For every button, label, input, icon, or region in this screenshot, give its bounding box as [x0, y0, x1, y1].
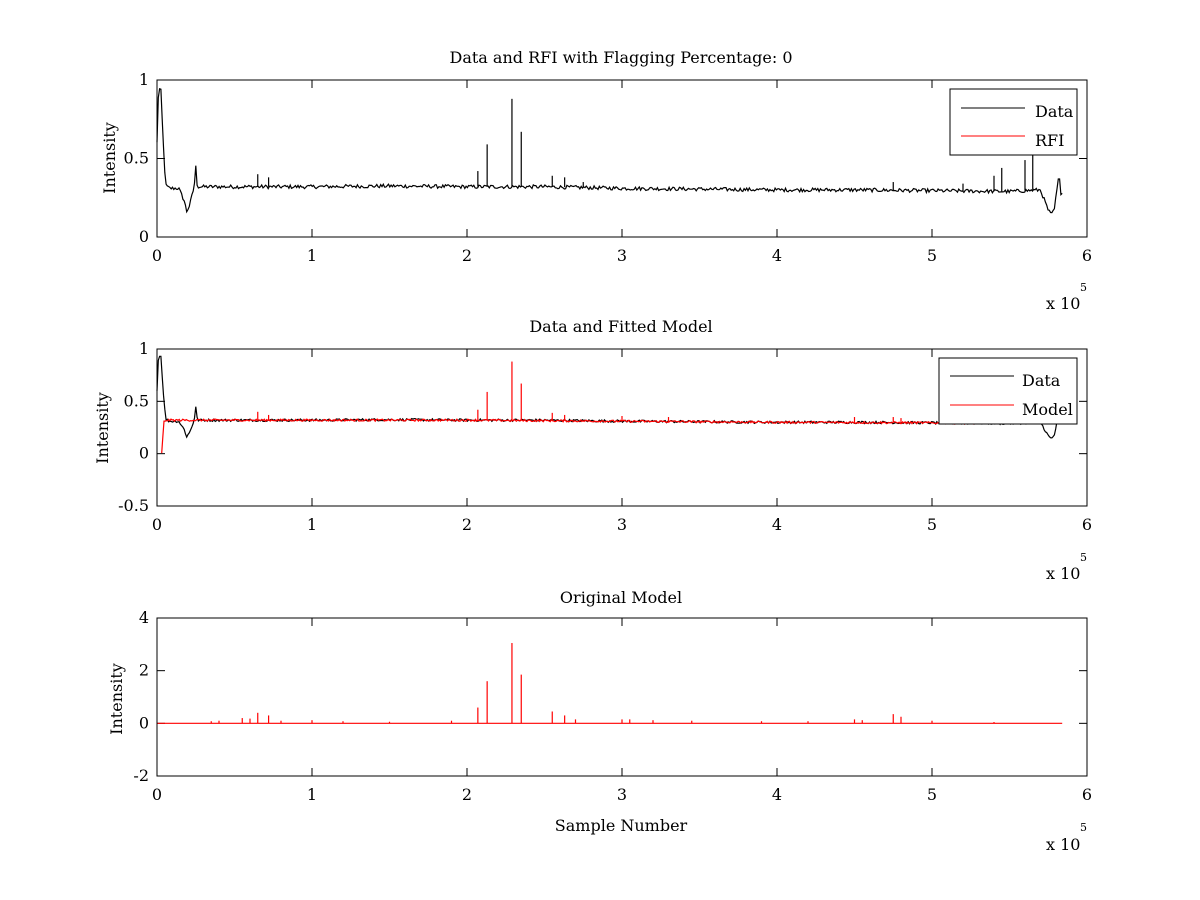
- x-tick-label: 1: [307, 785, 317, 804]
- x-tick-label: 4: [772, 246, 782, 265]
- panel-1-legend-label-rfi: RFI: [1035, 131, 1064, 150]
- panel-3-title: Original Model: [560, 588, 682, 607]
- panel-3-x-exponent: 5: [1080, 821, 1087, 834]
- panel-1-axes-box: [156, 79, 1088, 238]
- panel-1-ticks: 0 1 2 3 4 5 6 0 0.5 1: [124, 70, 1093, 265]
- y-tick-label: 0: [139, 227, 149, 246]
- y-tick-label: 0.5: [124, 391, 149, 410]
- x-tick-label: 0: [152, 785, 162, 804]
- panel-3-ylabel: Intensity: [107, 663, 126, 735]
- panel-3-x-multiplier: x 10: [1046, 835, 1080, 854]
- x-tick-label: 3: [617, 246, 627, 265]
- x-tick-label: 1: [307, 515, 317, 534]
- y-tick-label: -2: [133, 766, 149, 785]
- panel-2-series: [156, 355, 1063, 454]
- series-line: [156, 88, 1063, 214]
- x-tick-label: 4: [772, 515, 782, 534]
- series-line: [156, 355, 1063, 439]
- panel-2-legend-label-model: Model: [1022, 400, 1073, 419]
- y-tick-label: 1: [139, 339, 149, 358]
- panel-3-series: [157, 643, 1063, 724]
- x-tick-label: 1: [307, 246, 317, 265]
- x-tick-label: 5: [927, 515, 937, 534]
- panel-2-legend-box: [938, 357, 1078, 425]
- x-tick-label: 4: [772, 785, 782, 804]
- panel-1-title: Data and RFI with Flagging Percentage: 0: [449, 48, 792, 67]
- x-tick-label: 5: [927, 785, 937, 804]
- panel-1-x-multiplier: x 10: [1046, 294, 1080, 313]
- y-tick-label: 0: [139, 713, 149, 732]
- x-tick-label: 3: [617, 785, 627, 804]
- x-tick-label: 2: [462, 515, 472, 534]
- panel-1-series: [156, 88, 1063, 214]
- y-tick-label: -0.5: [118, 496, 149, 515]
- panel-2-ticks: 0 1 2 3 4 5 6-0.500.51: [118, 339, 1092, 534]
- panel-1-ylabel: Intensity: [100, 122, 119, 194]
- panel-2-x-multiplier: x 10: [1046, 564, 1080, 583]
- panel-1-legend-label-data: Data: [1035, 102, 1074, 121]
- x-tick-label: 6: [1082, 246, 1092, 265]
- x-tick-label: 5: [927, 246, 937, 265]
- panel-2-axes-box: [156, 348, 1088, 507]
- panel-2-legend-label-data: Data: [1022, 371, 1061, 390]
- panel-1: Data and RFI with Flagging Percentage: 0…: [100, 48, 1092, 313]
- panel-3-axes-box: [156, 617, 1088, 777]
- panel-1-legend-box: [949, 88, 1078, 156]
- x-tick-label: 2: [462, 785, 472, 804]
- x-tick-label: 2: [462, 246, 472, 265]
- x-tick-label: 0: [152, 246, 162, 265]
- x-tick-label: 3: [617, 515, 627, 534]
- x-tick-label: 0: [152, 515, 162, 534]
- panel-2: Data and Fitted Model Intensity 0 1 2 3 4 5 6 -…: [93, 317, 1092, 583]
- x-tick-label: 6: [1082, 785, 1092, 804]
- panel-3-xlabel: Sample Number: [555, 816, 688, 835]
- x-tick-label: 6: [1082, 515, 1092, 534]
- y-tick-label: 0: [139, 444, 149, 463]
- y-tick-label: 2: [139, 661, 149, 680]
- y-tick-label: 1: [139, 70, 149, 89]
- y-tick-label: 0.5: [124, 149, 149, 168]
- panel-2-title: Data and Fitted Model: [529, 317, 712, 336]
- panel-1-x-exponent: 5: [1080, 281, 1087, 294]
- panel-2-ylabel: Intensity: [93, 392, 112, 464]
- panel-1-legend: Data RFI: [949, 88, 1078, 156]
- panel-2-legend: Data Model: [938, 357, 1078, 425]
- panel-2-x-exponent: 5: [1080, 551, 1087, 564]
- series-line: [161, 418, 979, 454]
- y-tick-label: 4: [139, 608, 149, 627]
